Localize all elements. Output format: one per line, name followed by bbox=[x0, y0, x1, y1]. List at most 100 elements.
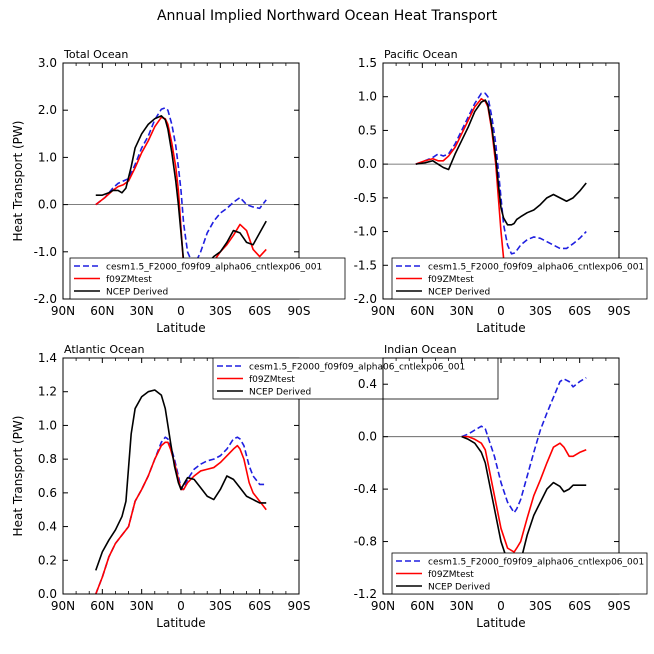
legend: cesm1.5_F2000_f09f09_alpha06_cntlexp06_0… bbox=[391, 552, 648, 595]
x-tick-label: 60S bbox=[568, 599, 591, 613]
series-group bbox=[461, 376, 587, 574]
legend-label-3: NCEP Derived bbox=[249, 388, 311, 398]
legend: cesm1.5_F2000_f09f09_alpha06_cntlexp06_0… bbox=[69, 257, 346, 300]
x-tick-label: 0 bbox=[177, 304, 185, 318]
legend: cesm1.5_F2000_f09f09_alpha06_cntlexp06_0… bbox=[212, 357, 499, 400]
x-tick-label: 90N bbox=[51, 304, 75, 318]
x-tick-label: 60N bbox=[410, 599, 434, 613]
legend-label-3: NCEP Derived bbox=[428, 583, 490, 593]
y-tick-label: -2.0 bbox=[354, 292, 377, 306]
legend-box bbox=[212, 357, 499, 400]
panel-title: Pacific Ocean bbox=[384, 48, 458, 61]
legend-box bbox=[391, 552, 648, 595]
panel-indian-ocean: 90N 60N 30N 0 30S 60S 90S -1.2 -0.8 -0.4 0.0 0.4 Ind… bbox=[354, 343, 648, 630]
x-tick-label: 90S bbox=[288, 304, 311, 318]
y-tick-label: 0.4 bbox=[38, 520, 57, 534]
x-tick-label: 0 bbox=[177, 599, 185, 613]
y-tick-label: 2.0 bbox=[38, 103, 57, 117]
y-tick-label: 0.8 bbox=[38, 452, 57, 466]
x-axis-label: Latitude bbox=[156, 616, 205, 630]
x-axis-label: Latitude bbox=[156, 321, 205, 335]
y-tick-label: -1.2 bbox=[354, 587, 377, 601]
legend-label-3: NCEP Derived bbox=[106, 288, 168, 298]
panel-total-ocean: 90N 60N 30N 0 30S 60S 90S -2.0 -1.0 0.0 1.0 2.0 3.0 T… bbox=[11, 48, 346, 335]
x-tick-label: 60S bbox=[248, 599, 271, 613]
y-tick-label: -0.8 bbox=[354, 535, 377, 549]
legend-label-2: f09ZMtest bbox=[428, 275, 474, 285]
series-line-1 bbox=[461, 376, 587, 514]
figure-title: Annual Implied Northward Ocean Heat Tran… bbox=[156, 8, 498, 24]
series-line-3 bbox=[95, 115, 267, 284]
series-line-1 bbox=[415, 92, 587, 255]
x-tick-label: 60S bbox=[568, 304, 591, 318]
series-group bbox=[415, 92, 587, 285]
x-tick-label: 30S bbox=[209, 599, 232, 613]
x-tick-label: 30N bbox=[450, 599, 474, 613]
series-line-1 bbox=[95, 107, 267, 265]
y-tick-label: 1.5 bbox=[358, 56, 377, 70]
x-tick-label: 90N bbox=[371, 304, 395, 318]
x-tick-label: 60N bbox=[410, 304, 434, 318]
y-tick-label: -1.0 bbox=[34, 245, 57, 259]
x-tick-label: 30S bbox=[529, 599, 552, 613]
x-tick-label: 0 bbox=[497, 599, 505, 613]
series-line-3 bbox=[95, 389, 267, 571]
series-group bbox=[95, 389, 267, 594]
legend-box bbox=[69, 257, 346, 300]
x-tick-label: 30S bbox=[529, 304, 552, 318]
legend-label-1: cesm1.5_F2000_f09f09_alpha06_cntlexp06_0… bbox=[106, 263, 322, 273]
x-tick-label: 90S bbox=[608, 304, 631, 318]
y-tick-label: 1.4 bbox=[38, 351, 57, 365]
y-axis-label: Heat Transport (PW) bbox=[11, 121, 25, 242]
y-tick-label: -1.0 bbox=[354, 225, 377, 239]
series-line-2 bbox=[461, 435, 587, 553]
y-tick-label: 0.2 bbox=[38, 553, 57, 567]
y-axis-label: Heat Transport (PW) bbox=[11, 416, 25, 537]
series-line-3 bbox=[415, 99, 587, 226]
legend-box bbox=[391, 257, 648, 300]
y-tick-label: -2.0 bbox=[34, 292, 57, 306]
y-tick-label: 1.0 bbox=[38, 150, 57, 164]
legend-label-2: f09ZMtest bbox=[428, 570, 474, 580]
x-tick-label: 90S bbox=[288, 599, 311, 613]
panel-title: Total Ocean bbox=[63, 48, 128, 61]
legend-label-1: cesm1.5_F2000_f09f09_alpha06_cntlexp06_0… bbox=[249, 363, 465, 373]
x-axis-label: Latitude bbox=[476, 321, 525, 335]
x-tick-label: 30N bbox=[450, 304, 474, 318]
legend-label-2: f09ZMtest bbox=[106, 275, 152, 285]
x-tick-label: 90S bbox=[608, 599, 631, 613]
panel-atlantic-ocean: 90N 60N 30N 0 30S 60S 90S 0.0 0.2 0.4 0.6 0.8 1.0 1.2… bbox=[11, 343, 499, 630]
series-line-3 bbox=[461, 435, 587, 574]
x-tick-label: 30S bbox=[209, 304, 232, 318]
y-tick-label: 1.0 bbox=[38, 418, 57, 432]
panel-pacific-ocean: 90N 60N 30N 0 30S 60S 90S -2.0 -1.5 -1.0 -0.5 0.0 0.… bbox=[354, 48, 648, 335]
x-tick-label: 60N bbox=[90, 304, 114, 318]
panel-title: Atlantic Ocean bbox=[64, 343, 145, 356]
panel-title: Indian Ocean bbox=[384, 343, 457, 356]
x-tick-label: 30N bbox=[130, 599, 154, 613]
y-tick-label: 0.6 bbox=[38, 486, 57, 500]
legend-label-3: NCEP Derived bbox=[428, 288, 490, 298]
x-tick-label: 30N bbox=[130, 304, 154, 318]
y-tick-label: 0.0 bbox=[358, 430, 377, 444]
y-tick-label: 1.2 bbox=[38, 385, 57, 399]
series-line-1 bbox=[95, 436, 267, 594]
x-tick-label: 60N bbox=[90, 599, 114, 613]
legend-label-1: cesm1.5_F2000_f09f09_alpha06_cntlexp06_0… bbox=[428, 558, 644, 568]
x-tick-label: 60S bbox=[248, 304, 271, 318]
x-tick-label: 90N bbox=[371, 599, 395, 613]
y-tick-label: 0.4 bbox=[358, 377, 377, 391]
y-tick-label: 0.0 bbox=[38, 587, 57, 601]
y-tick-label: 1.0 bbox=[358, 90, 377, 104]
x-tick-label: 90N bbox=[51, 599, 75, 613]
legend: cesm1.5_F2000_f09f09_alpha06_cntlexp06_0… bbox=[391, 257, 648, 300]
legend-label-2: f09ZMtest bbox=[249, 375, 295, 385]
y-tick-label: 0.5 bbox=[358, 123, 377, 137]
y-tick-label: -0.4 bbox=[354, 482, 377, 496]
y-tick-label: -1.5 bbox=[354, 258, 377, 272]
x-tick-label: 0 bbox=[497, 304, 505, 318]
x-axis-label: Latitude bbox=[476, 616, 525, 630]
y-tick-label: 0.0 bbox=[358, 157, 377, 171]
legend-label-1: cesm1.5_F2000_f09f09_alpha06_cntlexp06_0… bbox=[428, 263, 644, 273]
